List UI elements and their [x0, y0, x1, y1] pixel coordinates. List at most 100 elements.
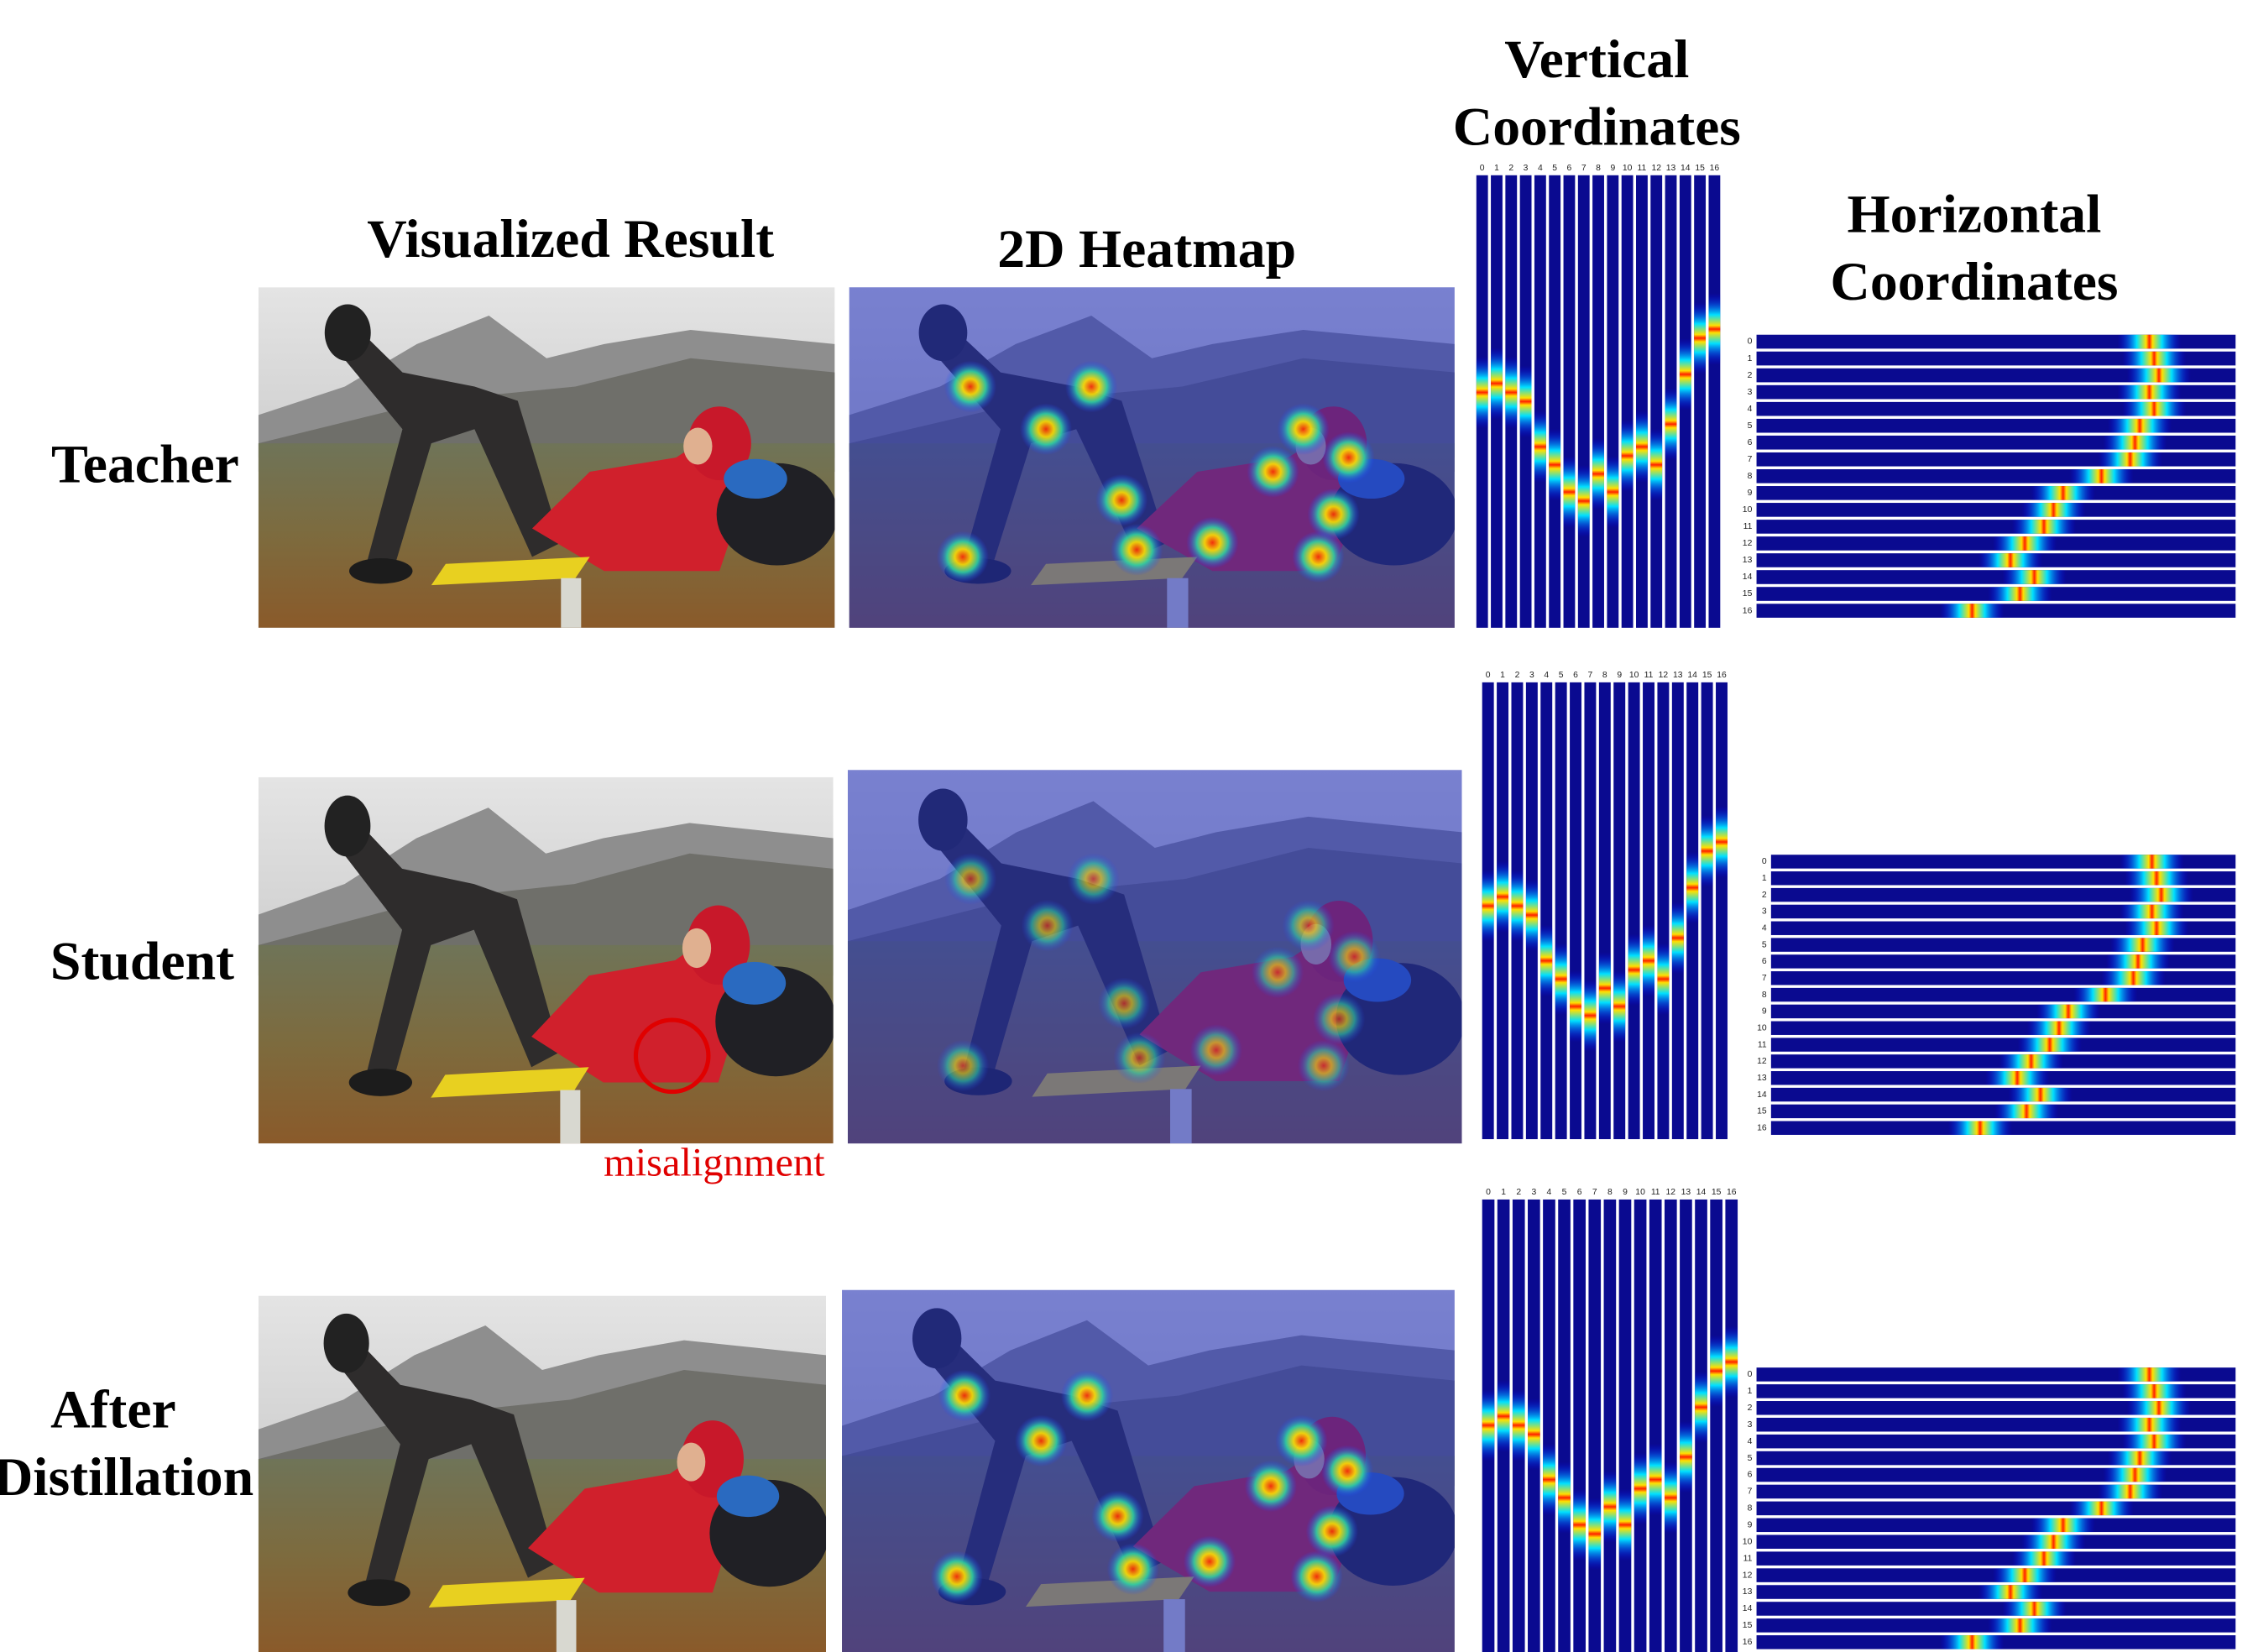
- coord-peak: [2027, 1022, 2091, 1035]
- heatmap-blob: [1275, 1415, 1327, 1467]
- coord-peak: [1592, 438, 1604, 510]
- heatmap-blob: [1020, 403, 1072, 455]
- column-header: Coordinates: [1453, 97, 1741, 158]
- coord-tick-label: 5: [1562, 1188, 1567, 1197]
- coord-peak: [2101, 971, 2165, 985]
- photo: [259, 287, 838, 628]
- coord-tick-label: 6: [1573, 671, 1578, 680]
- coord-row: [1757, 1485, 2236, 1499]
- coord-column: [1573, 1200, 1586, 1652]
- coord-tick-label: 10: [1623, 164, 1633, 173]
- coord-tick-label: 9: [1748, 1521, 1753, 1530]
- coord-column: [1555, 682, 1567, 1139]
- coord-peak: [2099, 1485, 2162, 1499]
- coord-tick-label: 5: [1748, 421, 1753, 431]
- coord-peak: [2003, 570, 2067, 584]
- coord-peak: [1694, 302, 1706, 374]
- coord-peak: [1555, 944, 1567, 1016]
- heatmap-blob: [1245, 1461, 1297, 1513]
- coord-tick-label: 2: [1516, 1188, 1521, 1197]
- coord-peak: [1482, 1389, 1495, 1461]
- coord-peak: [2108, 419, 2172, 433]
- coord-peak: [1988, 587, 2052, 601]
- heatmap-blob: [1323, 431, 1375, 484]
- coord-peak: [1543, 1444, 1555, 1516]
- coord-peak: [1528, 1398, 1540, 1471]
- coord-peak: [2073, 988, 2137, 1001]
- coord-peak: [2003, 1602, 2067, 1616]
- coord-tick-label: 5: [1748, 1454, 1753, 1463]
- coord-column: [1634, 1200, 1647, 1652]
- coord-row: [1757, 486, 2236, 500]
- coord-peak: [2106, 954, 2170, 968]
- coord-tick-label: 4: [1538, 164, 1543, 173]
- coord-peak: [2127, 369, 2191, 383]
- coord-tick-label: 11: [1758, 1040, 1767, 1049]
- page: Visualized Result 2D Heatmap Vertical Co…: [0, 0, 2253, 1652]
- coord-tick-label: 8: [1748, 1504, 1753, 1513]
- coord-tick-label: 11: [1638, 164, 1647, 173]
- coord-tick-label: 13: [1666, 164, 1676, 173]
- coord-column: [1549, 175, 1560, 628]
- coord-peak: [1619, 1489, 1632, 1561]
- coord-column: [1540, 682, 1552, 1139]
- row-label: After: [50, 1380, 176, 1440]
- coord-column: [1619, 1200, 1632, 1652]
- coord-tick-label: 0: [1486, 1188, 1491, 1197]
- coord-tick-label: 1: [1500, 671, 1505, 680]
- coord-column: [1657, 682, 1669, 1139]
- photo: [259, 1296, 829, 1652]
- coord-peak: [1599, 952, 1611, 1024]
- coord-row: [1757, 1502, 2236, 1516]
- coord-peak: [2111, 938, 2175, 951]
- coord-tick-label: 10: [1743, 1537, 1753, 1546]
- heatmap-blob: [1282, 900, 1334, 952]
- coord-peak: [1607, 456, 1618, 528]
- coord-row: [1757, 1534, 2236, 1549]
- heatmap-blob: [1313, 993, 1365, 1045]
- coord-tick-label: 4: [1748, 1437, 1753, 1446]
- coord-tick-label: 12: [1743, 1571, 1753, 1580]
- coord-peak: [2122, 1384, 2186, 1398]
- coord-peak: [2117, 1418, 2181, 1432]
- heatmap-blob: [1022, 900, 1074, 952]
- heatmap-blob: [1095, 474, 1147, 526]
- coord-tick-label: 8: [1596, 164, 1601, 173]
- heatmap-blob: [1247, 446, 1299, 498]
- coord-peak: [1511, 870, 1523, 942]
- coord-column: [1564, 175, 1576, 628]
- heatmap-blob: [1091, 1490, 1143, 1542]
- coord-peak: [1702, 815, 1713, 887]
- coord-tick-label: 14: [1696, 1188, 1707, 1197]
- coord-tick-label: 9: [1748, 489, 1753, 498]
- coord-peak: [2036, 1005, 2100, 1018]
- coord-row: [1757, 452, 2236, 467]
- coord-tick-label: 16: [1743, 606, 1753, 615]
- coord-tick-label: 11: [1644, 671, 1654, 680]
- coord-tick-label: 5: [1552, 164, 1557, 173]
- coord-peak: [2117, 385, 2181, 400]
- coord-peak: [1520, 366, 1532, 438]
- coord-peak: [1988, 1618, 2052, 1633]
- coord-tick-label: 3: [1748, 388, 1753, 397]
- heatmap-blob: [1291, 1550, 1343, 1602]
- coord-column: [1650, 175, 1662, 628]
- coord-peak: [2021, 503, 2085, 517]
- coord-peak: [1649, 1444, 1662, 1516]
- coord-row: [1757, 520, 2236, 534]
- coord-tick-label: 4: [1762, 924, 1767, 933]
- coord-column: [1558, 1200, 1571, 1652]
- annotation: misalignment: [604, 1141, 825, 1185]
- coord-peak: [1558, 1461, 1571, 1534]
- heatmap-blob: [1277, 403, 1329, 455]
- heatmap-blob: [1190, 1024, 1242, 1076]
- coord-tick-label: 14: [1743, 572, 1753, 582]
- heatmap-blob: [1107, 1543, 1159, 1595]
- coord-peak: [1725, 1326, 1738, 1398]
- coord-peak: [1628, 934, 1640, 1006]
- coord-tick-label: 4: [1547, 1188, 1552, 1197]
- coord-peak: [2127, 1401, 2191, 1415]
- coord-peak: [2122, 352, 2186, 366]
- coord-row: [1757, 503, 2236, 517]
- coord-column: [1665, 1200, 1677, 1652]
